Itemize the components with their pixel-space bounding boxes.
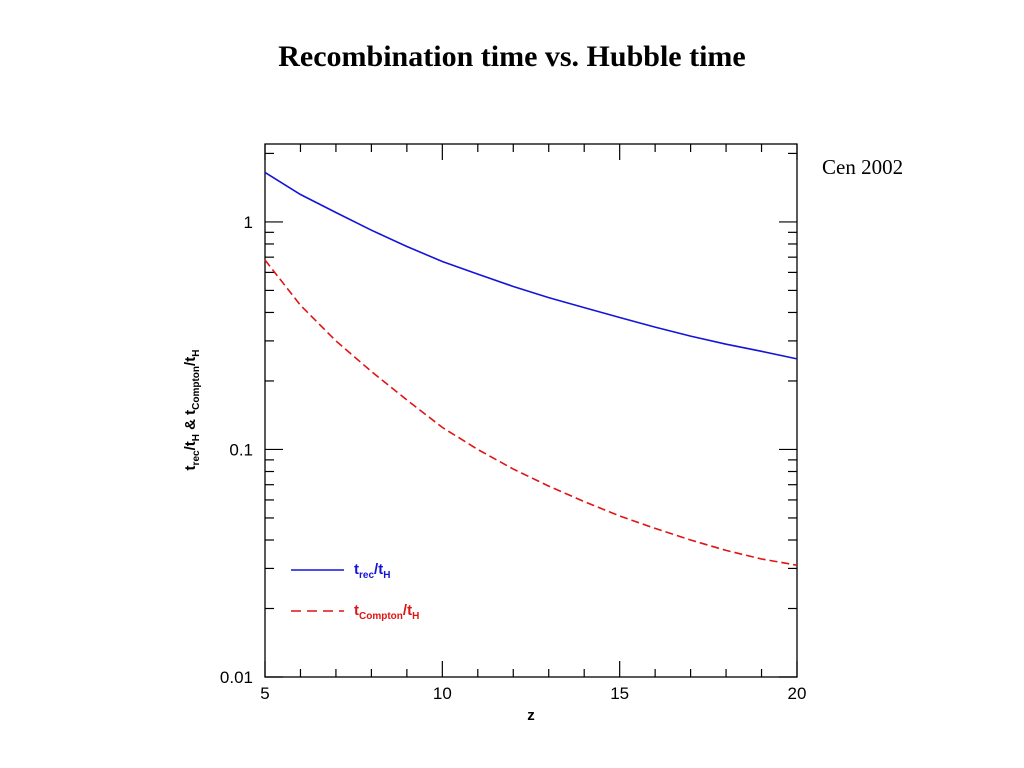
series-line-rec [264,171,798,360]
y-tick-labels: 0.01 0.1 1 [220,213,253,687]
y-tick-label: 1 [244,213,253,232]
legend-label-compton: tCompton/tH [354,602,419,622]
citation-text: Cen 2002 [822,155,904,179]
x-axis-label: z [527,707,535,724]
slide-title: Recombination time vs. Hubble time [278,40,746,73]
axis-ticks [264,144,798,678]
x-tick-label: 15 [610,684,629,703]
x-tick-label: 5 [260,684,269,703]
y-tick-label: 0.1 [229,440,253,459]
y-tick-label: 0.01 [220,668,253,687]
series-line-compton [264,259,798,566]
y-axis-label: trec/tH & tCompton/tH [182,350,202,471]
x-tick-label: 20 [788,684,807,703]
legend: trec/tH tCompton/tH [291,561,419,622]
plot-frame [264,143,798,678]
x-tick-labels: 5 10 15 20 [260,684,806,703]
legend-label-rec: trec/tH [354,561,390,581]
series-group [264,171,798,566]
x-tick-label: 10 [433,684,452,703]
